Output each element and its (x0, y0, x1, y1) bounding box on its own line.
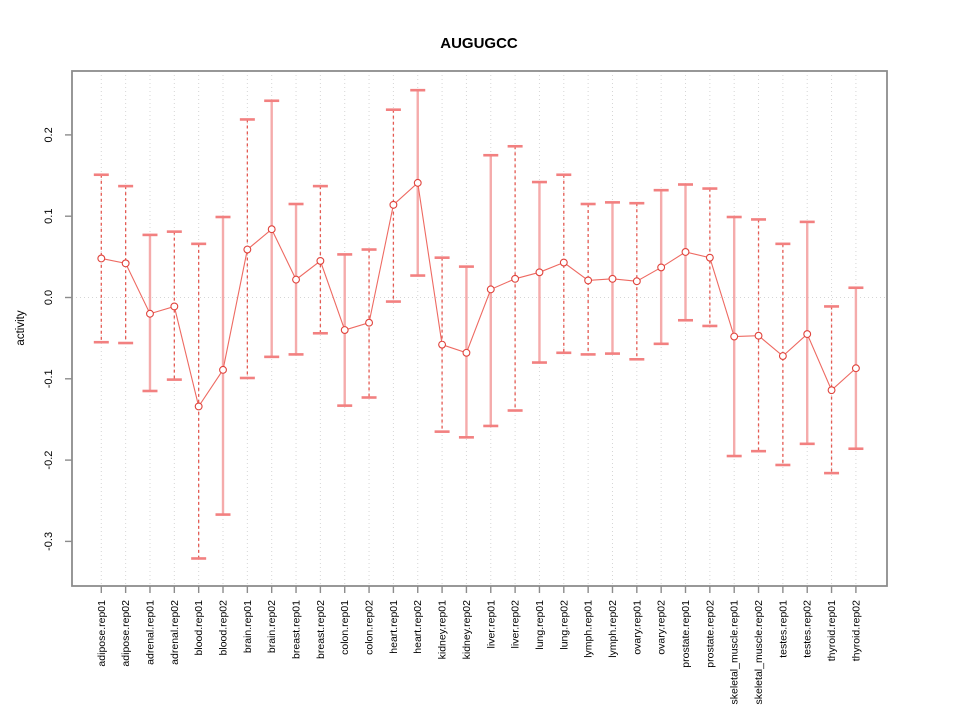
x-tick-label: thyroid.rep01 (826, 600, 838, 661)
y-tick-label: 0.2 (43, 127, 55, 142)
x-tick-label: lung.rep02 (558, 600, 570, 650)
y-tick-label: 0.0 (43, 290, 55, 305)
data-point (389, 200, 398, 209)
plot-frame (71, 70, 888, 587)
data-point (194, 402, 203, 411)
data-point (219, 365, 227, 374)
frame-rect (71, 70, 888, 587)
x-tick-label: colon.rep01 (339, 600, 351, 655)
x-tick-label: ovary.rep02 (656, 600, 668, 655)
y-tick-label: -0.1 (43, 369, 55, 388)
data-point (413, 178, 422, 187)
x-tick-label: lymph.rep02 (607, 600, 619, 658)
x-tick-label: skeletal_muscle.rep02 (753, 600, 765, 705)
y-tick-label: -0.2 (43, 451, 55, 470)
x-tick-label: breast.rep02 (315, 600, 327, 659)
y-tick-label: 0.1 (43, 209, 55, 224)
data-point (754, 331, 763, 340)
y-tick-label: -0.3 (43, 532, 55, 551)
data-point (292, 275, 300, 284)
x-axis: adipose.rep01 adipose.rep02 adrenal.rep01 a… (96, 586, 862, 705)
data-point (705, 253, 714, 262)
x-tick-label: adrenal.rep02 (169, 600, 181, 665)
x-tick-label: ovary.rep01 (631, 600, 643, 655)
x-tick-label: kidney.rep01 (437, 600, 449, 660)
data-point (803, 330, 812, 339)
x-tick-label: heart.rep02 (412, 600, 424, 654)
y-axis: 0.2 0.1 0.0 -0.1 -0.2 -0.3 (43, 127, 72, 551)
x-tick-label: prostate.rep01 (680, 600, 692, 668)
x-tick-label: breast.rep01 (291, 600, 303, 659)
data-point (827, 386, 836, 395)
gridlines (100, 71, 857, 586)
data-point (121, 259, 130, 268)
data-point (730, 332, 739, 341)
data-point (632, 277, 641, 286)
x-tick-label: colon.rep02 (364, 600, 376, 655)
data-point (851, 364, 860, 373)
x-tick-label: liver.rep02 (510, 600, 522, 649)
x-tick-label: brain.rep02 (266, 600, 278, 653)
data-markers (97, 178, 860, 411)
data-point (316, 256, 325, 265)
data-line (101, 181, 857, 408)
x-tick-label: adrenal.rep01 (144, 600, 156, 665)
y-axis-title: activity (15, 310, 27, 345)
x-tick-label: testes.rep01 (777, 600, 789, 658)
data-point (170, 302, 179, 311)
x-tick-label: kidney.rep02 (461, 600, 473, 660)
data-point (657, 263, 666, 272)
data-point (146, 309, 154, 318)
data-point (462, 348, 471, 357)
data-point (340, 326, 349, 334)
series-line (101, 181, 857, 408)
x-tick-label: adipose.rep02 (120, 600, 132, 667)
data-point (511, 274, 520, 283)
data-point (97, 254, 106, 263)
x-tick-label: blood.rep02 (218, 600, 230, 656)
x-tick-label: thyroid.rep02 (850, 600, 862, 661)
data-point (438, 340, 447, 349)
data-point (559, 258, 568, 267)
x-tick-label: skeletal_muscle.rep01 (729, 600, 741, 705)
data-point (365, 318, 374, 327)
data-point (486, 285, 495, 294)
data-point (267, 225, 276, 234)
data-point (243, 245, 252, 254)
x-tick-label: prostate.rep02 (704, 600, 716, 668)
x-tick-label: testes.rep02 (802, 600, 814, 658)
data-point (681, 248, 690, 256)
x-tick-label: lymph.rep01 (583, 600, 595, 658)
x-tick-label: liver.rep01 (485, 600, 497, 649)
plot-title: AUGUGCC (440, 35, 518, 52)
data-point (778, 352, 787, 360)
x-tick-label: lung.rep01 (534, 600, 546, 650)
data-point (584, 276, 593, 285)
x-tick-label: adipose.rep01 (96, 600, 108, 667)
x-tick-label: brain.rep01 (242, 600, 254, 653)
data-point (608, 274, 617, 283)
x-tick-label: blood.rep01 (193, 600, 205, 656)
x-tick-label: heart.rep01 (388, 600, 400, 654)
error-bars (93, 88, 864, 560)
data-point (535, 268, 544, 277)
